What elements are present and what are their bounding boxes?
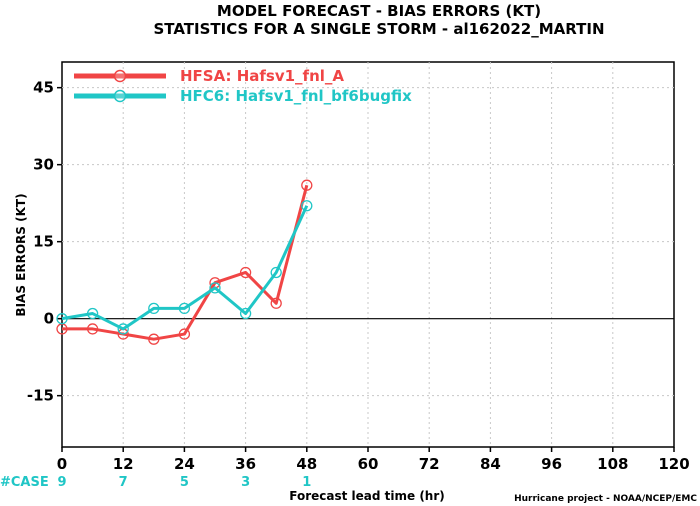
series-line-1 <box>62 184 309 341</box>
case-count-value: 5 <box>180 475 189 490</box>
data-point <box>178 302 191 315</box>
legend-swatch-marker <box>113 89 127 103</box>
x-tick-label: 36 <box>235 455 256 473</box>
x-axis-label: Forecast lead time (hr) <box>289 489 445 503</box>
data-point <box>178 328 191 340</box>
x-tick-labels: 0 12 24 36 48 60 72 84 96 108 120 <box>57 447 690 473</box>
x-tick-label: 84 <box>480 455 501 473</box>
data-point <box>117 323 129 335</box>
legend-label: HFC6: Hafsv1_fnl_bf6bugfix <box>180 87 412 105</box>
data-point <box>86 307 99 320</box>
chart-subtitle: STATISTICS FOR A SINGLE STORM - al162022… <box>153 20 604 38</box>
chart-title: MODEL FORECAST - BIAS ERRORS (KT) <box>217 2 541 20</box>
x-tick-label: 60 <box>358 455 379 473</box>
y-tick-label: 0 <box>44 310 54 328</box>
case-counts: #CASE 9 7 5 3 1 <box>0 475 311 490</box>
case-count-label: #CASE <box>0 475 49 490</box>
data-point <box>86 323 99 335</box>
x-tick-label: 0 <box>57 455 67 473</box>
x-tick-label: 48 <box>296 455 317 473</box>
x-tick-label: 120 <box>658 455 689 473</box>
data-point <box>148 302 160 315</box>
data-point <box>270 266 282 279</box>
case-count-value: 3 <box>241 475 250 490</box>
y-tick-label: 30 <box>33 156 54 174</box>
case-count-value: 1 <box>302 475 311 490</box>
data-point <box>270 297 282 309</box>
data-point <box>239 307 252 320</box>
data-point <box>301 179 313 191</box>
y-axis-label: BIAS ERRORS (KT) <box>14 193 28 316</box>
legend-label: HFSA: Hafsv1_fnl_A <box>180 67 344 85</box>
series-lines <box>56 179 313 345</box>
x-tick-label: 108 <box>597 455 628 473</box>
case-count-value: 9 <box>57 475 66 490</box>
series-line-2 <box>61 205 309 331</box>
y-tick-labels: -15 0 15 30 45 <box>27 79 62 405</box>
grid-lines <box>62 62 674 447</box>
x-tick-label: 12 <box>113 455 134 473</box>
y-tick-label: 45 <box>33 79 54 97</box>
x-tick-label: 24 <box>174 455 195 473</box>
data-point <box>239 266 252 279</box>
y-tick-label: -15 <box>27 387 54 405</box>
data-point <box>148 333 160 345</box>
y-tick-label: 15 <box>33 233 54 251</box>
legend: HFSA: Hafsv1_fnl_A HFC6: Hafsv1_fnl_bf6bu… <box>74 67 412 105</box>
plot-area <box>61 61 675 448</box>
legend-swatch-marker <box>113 69 127 83</box>
x-tick-label: 96 <box>541 455 562 473</box>
case-count-value: 7 <box>119 475 128 490</box>
data-point <box>301 200 313 212</box>
x-tick-label: 72 <box>419 455 440 473</box>
data-point <box>56 313 68 325</box>
data-point <box>209 282 221 294</box>
credit-text: Hurricane project - NOAA/NCEP/EMC <box>514 494 697 504</box>
